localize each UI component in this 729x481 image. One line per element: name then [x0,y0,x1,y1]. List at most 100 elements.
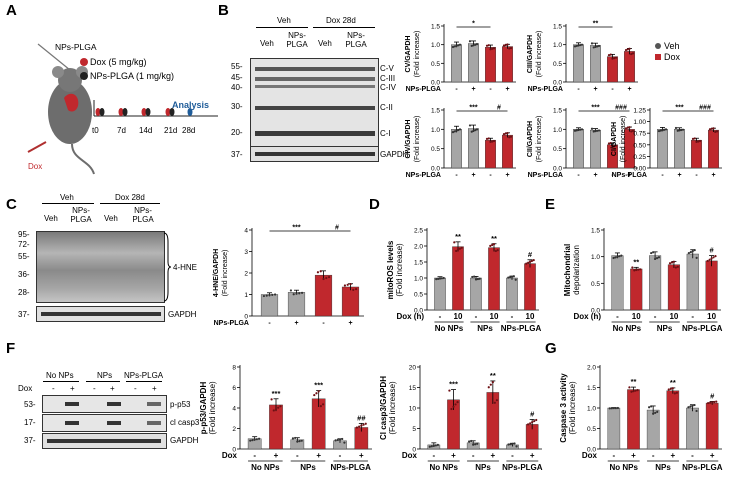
bar [611,255,624,311]
group-label: NPs-PLGA [501,324,542,333]
data-point [575,129,578,132]
data-point [650,251,653,255]
data-point [316,271,320,274]
x-sign-label: - [322,320,325,327]
y-axis-label-2: (Fold increase) [620,116,627,163]
chart-b-ci: CI/GAPDH (Fold increase) 0.00 0.25 0.50 0.75 1… [611,105,722,179]
data-point [491,380,494,384]
data-point [597,44,601,48]
data-point [292,293,295,296]
bar [524,263,536,311]
y-axis-label-2: (Fold increase) [208,381,217,435]
data-point [355,426,359,429]
data-point [613,145,616,148]
y-axis-label: 4-HNE/GAPDH [213,249,220,297]
c-band-gapdh [41,312,161,316]
mouse-head [58,68,82,92]
y-tick-label: 0.5 [591,281,600,288]
data-point [442,276,445,280]
x-axis-label: NPs-PLGA [406,172,441,179]
x-sign-label: - [475,312,478,321]
x-sign-label: + [593,172,597,179]
group-label: NPs-PLGA [682,463,723,472]
data-point [527,261,530,264]
data-point [272,409,275,412]
bar [630,268,643,311]
data-point [528,260,532,263]
data-point [313,393,316,397]
data-point [472,44,475,47]
data-point [491,243,494,247]
x-sign-label: + [471,172,475,179]
f-group-line-3 [126,381,162,382]
y-tick-label: 0.5 [553,146,562,153]
x-sign-label: 10 [632,312,641,321]
data-point [300,291,304,294]
y-tick-label: 1.5 [431,24,440,31]
particle-pointer-line [37,43,71,71]
x-sign-label: + [530,451,535,460]
y-tick-label: 1.5 [591,228,600,235]
significance-label: ### [615,105,627,112]
bar [451,129,462,169]
data-point [502,44,506,47]
data-point [509,443,512,446]
b-band-label-ci: C-I [380,129,391,138]
panel-label-f: F [6,340,16,357]
data-point [489,383,492,386]
data-point [607,54,611,57]
y-tick-label: 4 [244,228,248,235]
data-point [611,57,614,60]
y-tick-label: 1.0 [431,42,440,49]
data-point [492,243,496,246]
data-point [471,275,474,279]
data-point [714,255,717,258]
x-axis-label: Dox [222,451,238,460]
data-point [504,43,507,47]
bar [627,389,640,450]
bar [705,260,718,311]
data-point [706,259,709,263]
y-tick-label: 5 [412,426,416,433]
data-point [474,129,477,132]
y-tick-label: 0.5 [431,146,440,153]
x-sign-label: - [612,451,615,460]
timeline-7d: 7d [117,126,126,135]
data-point [678,129,681,132]
data-point [300,439,303,442]
y-tick-label: 15 [409,385,417,392]
significance-label: # [497,105,501,112]
data-point [628,386,631,389]
b-band-cii [255,106,375,110]
panel-label-a: A [6,2,17,19]
data-point [693,137,696,140]
data-point [265,294,268,297]
data-point [648,406,651,409]
data-point [489,140,492,143]
data-point [687,251,690,255]
data-point [352,288,355,291]
group-label: No NPs [435,324,464,333]
bar [686,253,699,311]
b-group-veh: Veh [277,16,291,25]
significance-mark: # [528,250,533,259]
chart-c-4hne: 4-HNE/GAPDH (Fold increase) 0 1 2 3 4 *** # NPs-P… [213,225,364,327]
data-point [674,266,677,269]
data-point [653,257,657,261]
timeline-np-marker-t0 [99,108,105,116]
data-point [689,405,692,408]
data-point [435,278,438,281]
data-point [336,438,339,441]
x-axis-label: NPs-PLGA [528,86,563,93]
y-tick-label: 0 [232,447,236,454]
data-point [612,407,615,410]
significance-mark: # [709,246,714,255]
data-point [676,265,679,268]
data-point [271,293,274,296]
bar [573,44,584,83]
data-point [676,129,679,132]
data-point [575,44,578,48]
b-lane-3: Veh [318,39,332,48]
f-band-label-gapdh: GAPDH [170,436,199,445]
x-sign-label: + [348,320,352,327]
